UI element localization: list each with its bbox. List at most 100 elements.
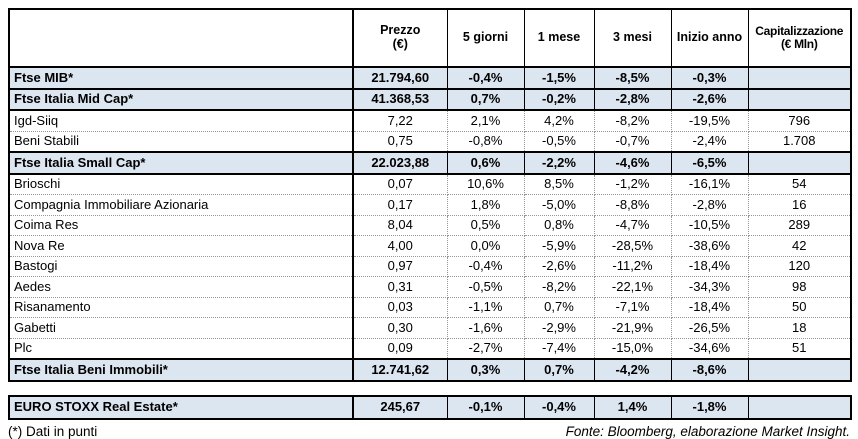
cell-name: Coima Res — [9, 215, 354, 236]
col-header-prezzo: Prezzo (€) — [352, 8, 448, 68]
cell-d5: -0,8% — [447, 131, 525, 153]
cell-m3: -4,2% — [594, 358, 672, 382]
cell-name: Compagnia Immobiliare Azionaria — [9, 194, 354, 216]
cell-name: Brioschi — [9, 173, 354, 195]
cell-cap: 1.708 — [748, 131, 851, 153]
cell-m1: -2,6% — [524, 256, 595, 277]
euro-stoxx-table: EURO STOXX Real Estate* 245,67 -0,1% -0,4% 1… — [8, 394, 852, 420]
cell-d5: -1,1% — [447, 297, 525, 318]
cell-ytd: -6,5% — [671, 151, 749, 175]
cell-m3: -4,6% — [594, 151, 672, 175]
index-row: Ftse Italia Beni Immobili* 12.741,62 0,3% 0… — [9, 358, 852, 382]
cell-name: Plc — [9, 338, 354, 360]
cell-m1: 8,5% — [524, 173, 595, 195]
cell-ytd: -1,8% — [671, 394, 749, 420]
cell-d5: 10,6% — [447, 173, 525, 195]
index-row: Ftse Italia Mid Cap* 41.368,53 0,7% -0,2% -2… — [9, 87, 852, 111]
cell-ytd: -2,4% — [671, 131, 749, 153]
cell-d5: -0,1% — [447, 394, 525, 420]
cell-cap — [748, 66, 852, 90]
footer: (*) Dati in punti Fonte: Bloomberg, elab… — [8, 420, 850, 439]
cell-prezzo: 0,17 — [353, 194, 448, 216]
cell-cap: 98 — [748, 276, 851, 298]
cell-m1: -0,2% — [524, 87, 595, 111]
cell-m1: -5,9% — [524, 235, 595, 257]
index-row: Ftse Italia Small Cap* 22.023,88 0,6% -2,2%… — [9, 151, 852, 175]
cell-name: Beni Stabili — [9, 131, 354, 153]
stock-row: Aedes 0,31 -0,5% -8,2% -22,1% -34,3% 98 — [9, 276, 851, 298]
cell-m1: -7,4% — [524, 338, 595, 360]
cell-cap: 18 — [748, 317, 851, 339]
main-table-header: Prezzo (€) 5 giorni 1 mese 3 mesi Inizio… — [8, 8, 852, 68]
cell-m1: -2,2% — [524, 151, 595, 175]
cell-m1: -0,4% — [524, 394, 595, 420]
cell-m3: -2,8% — [594, 87, 672, 111]
cell-ytd: -18,4% — [671, 297, 749, 318]
cell-cap: 50 — [748, 297, 851, 318]
cell-m3: -28,5% — [594, 235, 672, 257]
cell-d5: 1,8% — [447, 194, 525, 216]
cell-d5: -0,4% — [447, 66, 525, 90]
cell-m1: 0,7% — [524, 358, 595, 382]
cell-m3: -8,2% — [594, 110, 672, 132]
cell-m1: -0,5% — [524, 131, 595, 153]
cell-cap: 16 — [748, 194, 851, 216]
cell-prezzo: 0,75 — [353, 131, 448, 153]
stock-row: Compagnia Immobiliare Azionaria 0,17 1,8% -… — [9, 194, 851, 216]
col-header-capitalizzazione: Capitalizzazione (€ Mln) — [747, 8, 852, 68]
cell-m1: -2,9% — [524, 317, 595, 339]
cell-m1: 4,2% — [524, 110, 595, 132]
cell-name: Ftse MIB* — [9, 66, 354, 90]
cell-prezzo: 41.368,53 — [353, 87, 448, 111]
cell-name: Nova Re — [9, 235, 354, 257]
cell-prezzo: 12.741,62 — [353, 358, 448, 382]
cell-ytd: -8,6% — [671, 358, 749, 382]
cell-prezzo: 0,09 — [353, 338, 448, 360]
main-table: Prezzo (€) 5 giorni 1 mese 3 mesi Inizio… — [8, 8, 852, 382]
cell-ytd: -34,3% — [671, 276, 749, 298]
index-row: EURO STOXX Real Estate* 245,67 -0,1% -0,4% 1… — [9, 394, 852, 420]
cell-m3: -8,5% — [594, 66, 672, 90]
cell-prezzo: 245,67 — [353, 394, 448, 420]
cell-cap: 54 — [748, 173, 851, 195]
source-note: Fonte: Bloomberg, elaborazione Market In… — [565, 423, 850, 439]
cell-name: Gabetti — [9, 317, 354, 339]
col-header-5-giorni: 5 giorni — [446, 8, 525, 68]
col-header-inizio-anno: Inizio anno — [670, 8, 749, 68]
cell-prezzo: 0,31 — [353, 276, 448, 298]
cell-d5: 2,1% — [447, 110, 525, 132]
cell-m3: -8,8% — [594, 194, 672, 216]
cell-ytd: -19,5% — [671, 110, 749, 132]
cell-ytd: -18,4% — [671, 256, 749, 277]
cell-name: Risanamento — [9, 297, 354, 318]
cell-ytd: -26,5% — [671, 317, 749, 339]
cell-m1: -1,5% — [524, 66, 595, 90]
cell-m3: -22,1% — [594, 276, 672, 298]
cell-prezzo: 22.023,88 — [353, 151, 448, 175]
cell-m1: 0,7% — [524, 297, 595, 318]
main-table-body: Ftse MIB* 21.794,60 -0,4% -1,5% -8,5% -0,3% Ft… — [9, 66, 852, 382]
cell-m1: 0,8% — [524, 215, 595, 236]
cell-name: Bastogi — [9, 256, 354, 277]
cell-name: Ftse Italia Small Cap* — [9, 151, 354, 175]
stock-row: Brioschi 0,07 10,6% 8,5% -1,2% -16,1% 54 — [9, 173, 851, 195]
cell-prezzo: 21.794,60 — [353, 66, 448, 90]
col-header-1-mese: 1 mese — [523, 8, 595, 68]
cell-name: Igd-Siiq — [9, 110, 354, 132]
cell-m3: -7,1% — [594, 297, 672, 318]
cell-d5: 0,7% — [447, 87, 525, 111]
cell-d5: 0,6% — [447, 151, 525, 175]
cell-ytd: -0,3% — [671, 66, 749, 90]
stock-row: Coima Res 8,04 0,5% 0,8% -4,7% -10,5% 289 — [9, 215, 851, 236]
footnote-dati-in-punti: (*) Dati in punti — [8, 423, 98, 439]
cell-m3: 1,4% — [594, 394, 672, 420]
cell-cap: 42 — [748, 235, 851, 257]
cell-d5: 0,5% — [447, 215, 525, 236]
cell-name: EURO STOXX Real Estate* — [9, 394, 354, 420]
cell-m1: -5,0% — [524, 194, 595, 216]
cell-name: Aedes — [9, 276, 354, 298]
cell-ytd: -34,6% — [671, 338, 749, 360]
cell-prezzo: 8,04 — [353, 215, 448, 236]
cell-prezzo: 0,97 — [353, 256, 448, 277]
